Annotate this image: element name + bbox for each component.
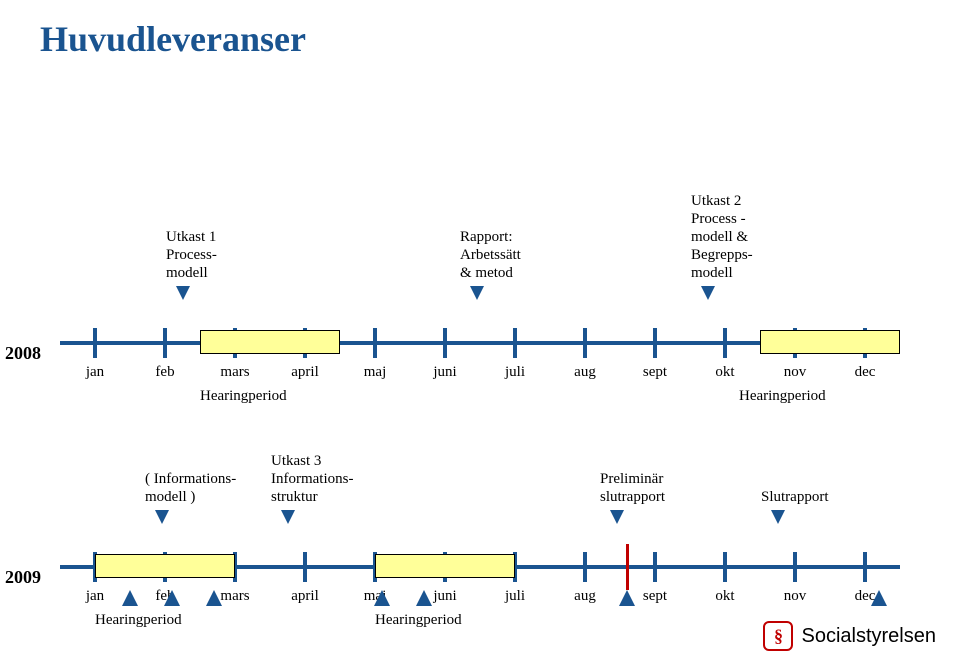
month-label: sept xyxy=(620,364,690,381)
callout-text: Preliminärslutrapport xyxy=(600,470,730,506)
hearing-period xyxy=(95,554,235,578)
callout-text: Slutrapport xyxy=(761,488,891,506)
callout-text: Utkast 2Process -modell &Begrepps-modell xyxy=(691,192,821,282)
month-label: jan xyxy=(60,588,130,605)
callout: Utkast 2Process -modell &Begrepps-modell xyxy=(691,192,821,300)
hearing-label: Hearingperiod xyxy=(200,388,287,405)
hearing-label: Hearingperiod xyxy=(739,388,826,405)
page-title: Huvudleveranser xyxy=(40,18,306,60)
hearing-label: Hearingperiod xyxy=(95,612,182,629)
logo-glyph-icon: § xyxy=(763,621,793,651)
timeline-2009: ( Informations-modell )Utkast 3Informati… xyxy=(60,460,900,590)
month-label: juli xyxy=(480,364,550,381)
callout-text: Utkast 1Process-modell xyxy=(166,228,296,282)
callout: ( Informations-modell ) xyxy=(145,470,275,524)
up-arrow-icon xyxy=(164,590,180,606)
up-arrow-icon xyxy=(122,590,138,606)
axis: 2009janfebmarsaprilmajjunijuliaugseptokt… xyxy=(60,544,900,590)
callout: Rapport:Arbetssätt& metod xyxy=(460,228,590,300)
month-label: april xyxy=(270,364,340,381)
month-label: juli xyxy=(480,588,550,605)
event-line xyxy=(626,544,629,590)
hearing-period xyxy=(375,554,515,578)
logo: § Socialstyrelsen xyxy=(763,621,936,651)
year-label: 2008 xyxy=(5,343,41,364)
down-arrow-icon xyxy=(281,510,295,524)
month-label: jan xyxy=(60,364,130,381)
month-label: aug xyxy=(550,588,620,605)
callout: Utkast 3Informations-struktur xyxy=(271,452,401,524)
callout-text: ( Informations-modell ) xyxy=(145,470,275,506)
month-label: aug xyxy=(550,364,620,381)
down-arrow-icon xyxy=(470,286,484,300)
month-label: okt xyxy=(690,588,760,605)
month-label: feb xyxy=(130,364,200,381)
hearing-period xyxy=(200,330,340,354)
down-arrow-icon xyxy=(701,286,715,300)
axis: 2008janfebmarsaprilmajjunijuliaugseptokt… xyxy=(60,320,900,366)
up-arrow-icon xyxy=(619,590,635,606)
month-label: nov xyxy=(760,588,830,605)
down-arrow-icon xyxy=(176,286,190,300)
month-label: juni xyxy=(410,364,480,381)
up-arrow-icon xyxy=(871,590,887,606)
month-label: mars xyxy=(200,364,270,381)
up-arrow-icon xyxy=(374,590,390,606)
callout-text: Utkast 3Informations-struktur xyxy=(271,452,401,506)
month-label: dec xyxy=(830,364,900,381)
month-label: okt xyxy=(690,364,760,381)
timeline-2008: Utkast 1Process-modell Rapport:Arbetssätt… xyxy=(60,200,900,366)
callout: Utkast 1Process-modell xyxy=(166,228,296,300)
month-label: april xyxy=(270,588,340,605)
hearing-label: Hearingperiod xyxy=(375,612,462,629)
callout: Slutrapport xyxy=(761,488,891,524)
month-label: dec xyxy=(830,588,900,605)
logo-text: Socialstyrelsen xyxy=(801,625,936,648)
year-label: 2009 xyxy=(5,567,41,588)
up-arrow-icon xyxy=(416,590,432,606)
up-arrow-icon xyxy=(206,590,222,606)
down-arrow-icon xyxy=(155,510,169,524)
hearing-period xyxy=(760,330,900,354)
month-row: janfebmarsaprilmajjunijuliaugseptoktnovd… xyxy=(60,364,900,381)
callout: Preliminärslutrapport xyxy=(600,470,730,524)
down-arrow-icon xyxy=(771,510,785,524)
callout-text: Rapport:Arbetssätt& metod xyxy=(460,228,590,282)
month-row: janfebmarsaprilmajjunijuliaugseptoktnovd… xyxy=(60,588,900,605)
month-label: maj xyxy=(340,364,410,381)
month-label: nov xyxy=(760,364,830,381)
down-arrow-icon xyxy=(610,510,624,524)
